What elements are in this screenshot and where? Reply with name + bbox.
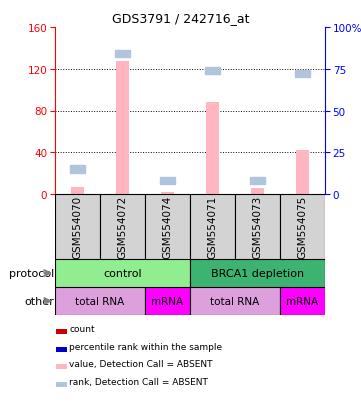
Text: protocol: protocol — [9, 268, 54, 278]
Bar — [56, 329, 68, 335]
Text: total RNA: total RNA — [210, 296, 260, 306]
Bar — [251, 188, 264, 195]
FancyBboxPatch shape — [55, 259, 190, 287]
Text: value, Detection Call = ABSENT: value, Detection Call = ABSENT — [69, 359, 213, 368]
Bar — [161, 192, 174, 195]
Bar — [160, 178, 175, 185]
Bar — [70, 166, 85, 173]
Text: count: count — [69, 325, 95, 333]
Text: GSM554073: GSM554073 — [252, 195, 262, 259]
Text: control: control — [103, 268, 142, 278]
FancyBboxPatch shape — [190, 287, 280, 315]
Bar — [295, 71, 310, 78]
Text: other: other — [24, 296, 54, 306]
Text: GDS3791 / 242716_at: GDS3791 / 242716_at — [112, 12, 249, 25]
Text: GSM554072: GSM554072 — [117, 195, 127, 259]
FancyBboxPatch shape — [190, 259, 325, 287]
Text: GSM554071: GSM554071 — [208, 195, 217, 259]
Text: rank, Detection Call = ABSENT: rank, Detection Call = ABSENT — [69, 377, 208, 386]
Bar — [206, 103, 219, 195]
FancyBboxPatch shape — [190, 195, 235, 259]
Bar — [296, 151, 309, 195]
FancyBboxPatch shape — [280, 287, 325, 315]
FancyBboxPatch shape — [145, 287, 190, 315]
FancyBboxPatch shape — [145, 195, 190, 259]
Text: mRNA: mRNA — [151, 296, 183, 306]
FancyBboxPatch shape — [280, 195, 325, 259]
Bar — [56, 364, 68, 370]
Text: GSM554075: GSM554075 — [297, 195, 308, 259]
Bar — [56, 347, 68, 352]
FancyBboxPatch shape — [100, 195, 145, 259]
FancyBboxPatch shape — [55, 287, 145, 315]
Text: GSM554074: GSM554074 — [162, 195, 173, 259]
FancyBboxPatch shape — [235, 195, 280, 259]
Text: GSM554070: GSM554070 — [73, 195, 83, 259]
Bar — [250, 178, 265, 185]
Bar — [116, 62, 129, 195]
FancyBboxPatch shape — [55, 195, 100, 259]
Bar — [115, 51, 130, 58]
Text: total RNA: total RNA — [75, 296, 125, 306]
Bar — [56, 382, 68, 387]
Bar — [71, 187, 84, 195]
Text: mRNA: mRNA — [286, 296, 318, 306]
Text: BRCA1 depletion: BRCA1 depletion — [211, 268, 304, 278]
Bar — [205, 68, 220, 75]
Text: percentile rank within the sample: percentile rank within the sample — [69, 342, 222, 351]
